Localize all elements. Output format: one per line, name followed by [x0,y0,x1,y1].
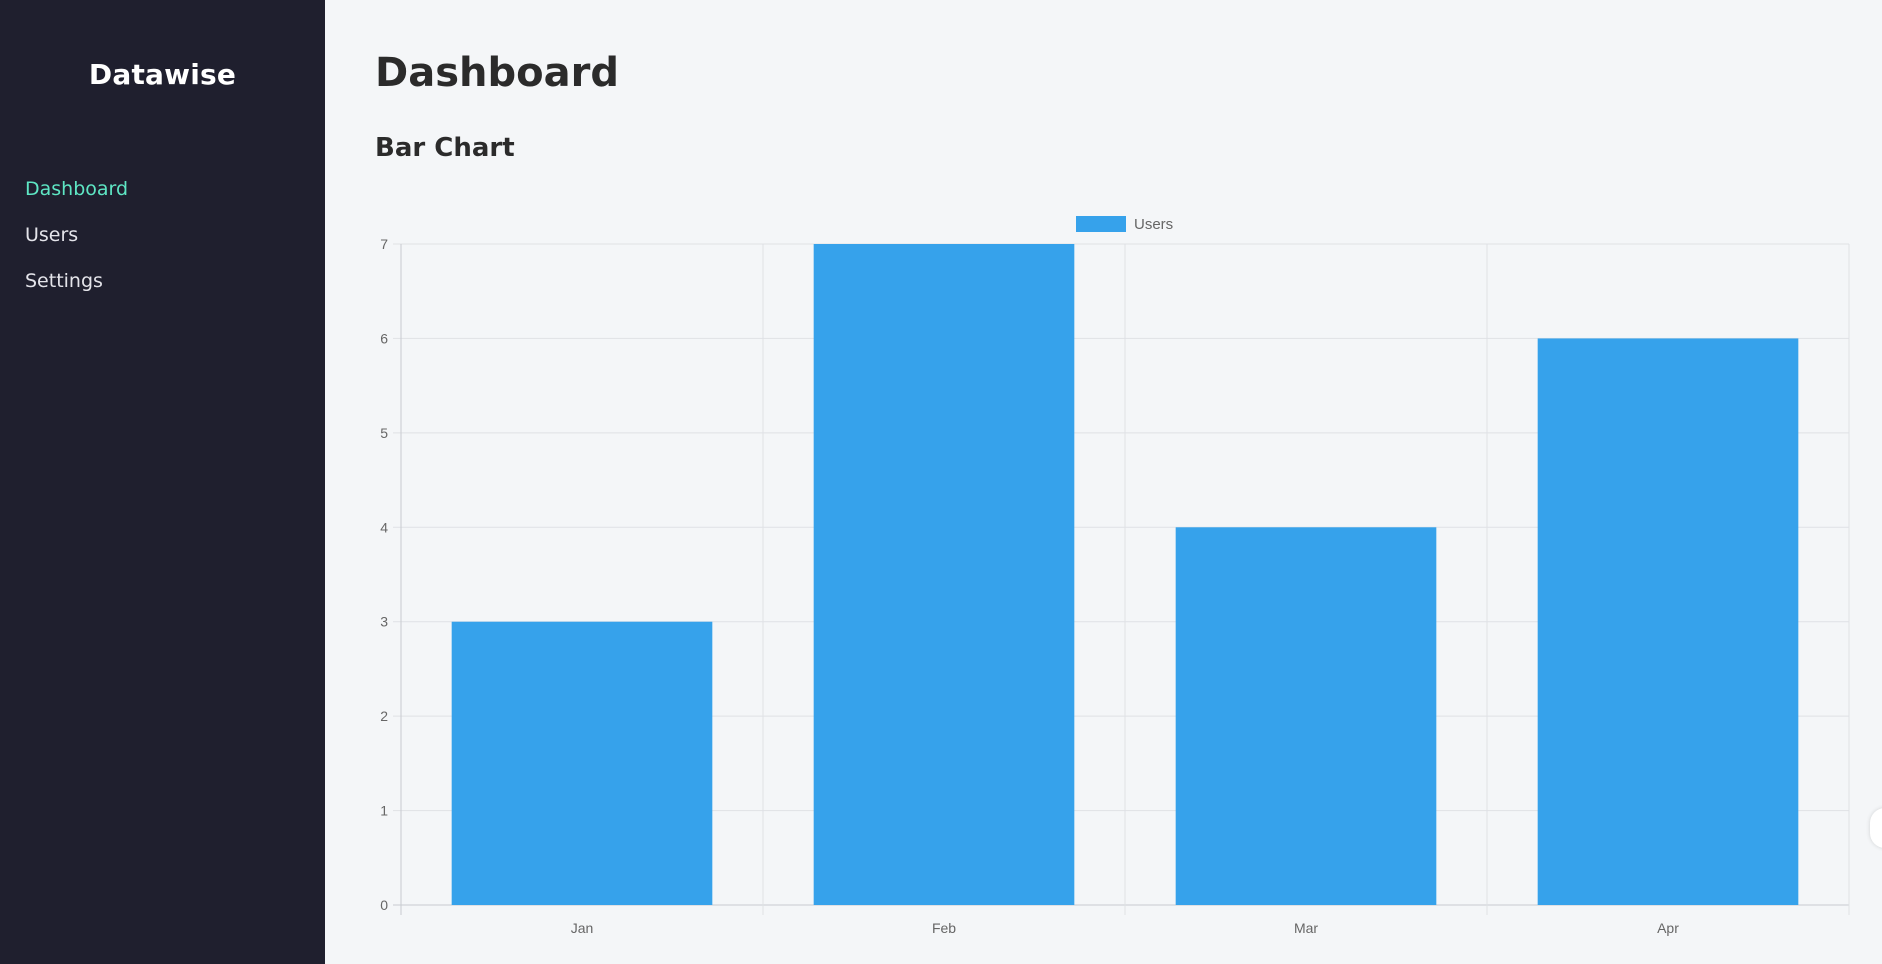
y-tick-label: 4 [380,519,388,535]
y-tick-label: 1 [380,803,388,819]
x-tick-label: Apr [1657,920,1679,936]
brand-logo: Datawise [88,58,237,91]
legend-label[interactable]: Users [1134,216,1173,233]
bar-mar[interactable] [1175,527,1437,905]
chart-axes: 0 1 2 3 4 5 6 7 Jan Feb Mar Apr [380,236,1679,936]
y-tick-label: 7 [380,236,388,252]
x-tick-label: Jan [571,920,594,936]
x-tick-label: Mar [1294,920,1318,936]
y-tick-label: 5 [380,425,388,441]
x-tick-label: Feb [932,920,956,936]
bar-jan[interactable] [451,621,713,905]
y-tick-label: 0 [380,897,388,913]
y-tick-label: 6 [380,330,388,346]
bar-feb[interactable] [813,244,1075,905]
sidebar-item-dashboard[interactable]: Dashboard [25,178,129,200]
legend-swatch[interactable] [1076,216,1126,232]
sidebar: Datawise Dashboard Users Settings [0,0,325,964]
sidebar-nav: Dashboard Users Settings [25,174,128,312]
bar-apr[interactable] [1537,338,1799,905]
sidebar-item-settings[interactable]: Settings [25,270,103,292]
main-content: Dashboard Bar Chart [325,0,1882,964]
section-title: Bar Chart [375,133,515,163]
scroll-handle[interactable] [1870,808,1882,848]
y-tick-label: 2 [380,708,388,724]
chart-legend[interactable]: Users [1076,216,1173,233]
sidebar-item-users[interactable]: Users [25,224,79,246]
chart-bars [451,244,1799,905]
y-tick-label: 3 [380,614,388,630]
page-title: Dashboard [375,50,619,96]
